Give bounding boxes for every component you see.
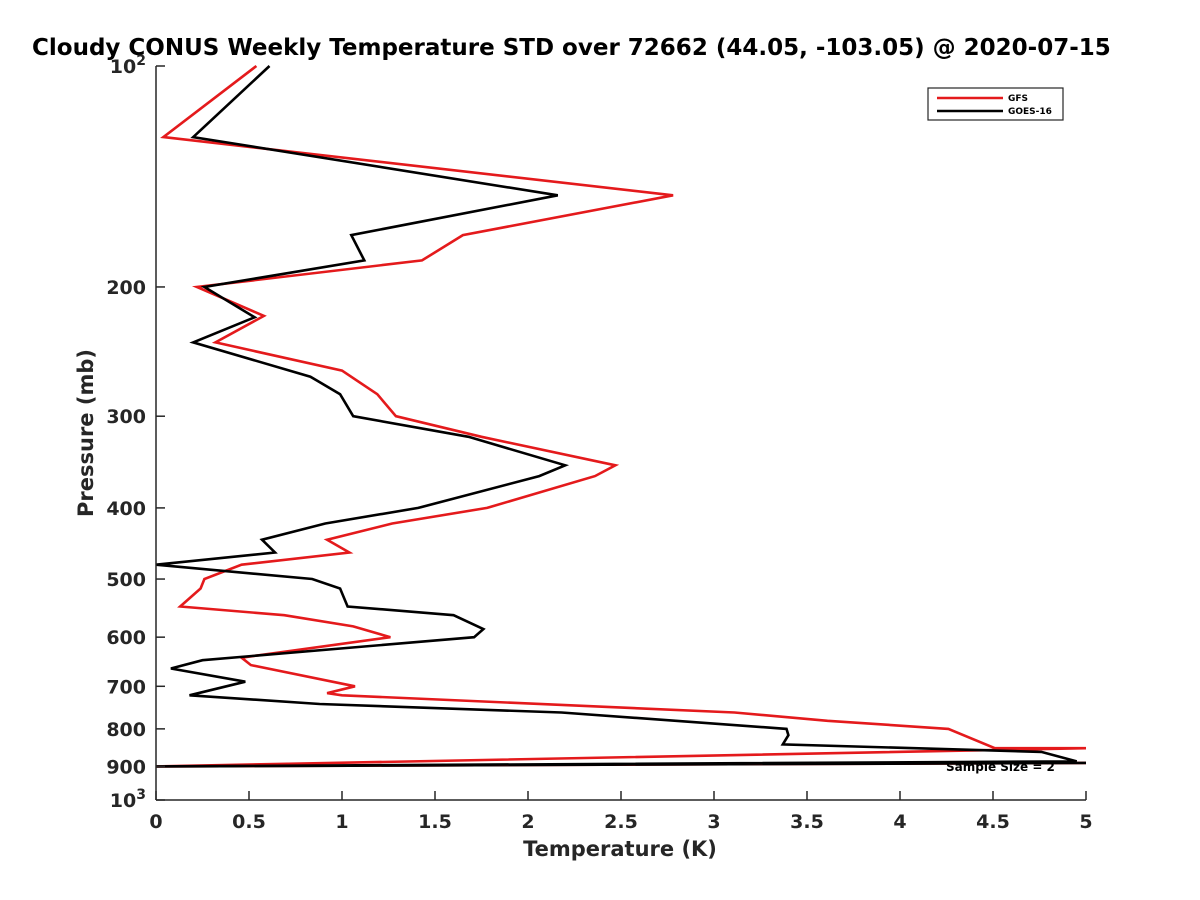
x-tick-label: 2.5 [604,811,638,833]
x-tick-label: 0.5 [232,811,266,833]
y-tick-label: 102 [110,53,146,78]
legend: GFS GOES-16 [927,87,1064,121]
chart-title: Cloudy CONUS Weekly Temperature STD over… [32,35,1111,61]
x-tick-label: 4.5 [976,811,1010,833]
x-tick-label: 1 [335,811,348,833]
x-tick-label: 0 [149,811,162,833]
y-tick-label: 500 [106,569,146,591]
y-tick-label: 700 [106,676,146,698]
series-line-gfs [155,64,1087,768]
x-tick-label: 3 [707,811,720,833]
axes: 0 0.5 1 1.5 2 2.5 3 3.5 4 4.5 5 102 200 300 400 500 600 7… [106,53,1092,833]
x-tick-label: 1.5 [418,811,452,833]
y-tick-label: 900 [106,756,146,778]
series-lines [155,64,1087,768]
y-tick-label: 600 [106,627,146,649]
x-tick-label: 5 [1079,811,1092,833]
legend-entry: GOES-16 [1008,107,1052,117]
y-tick-label: 800 [106,719,146,741]
series-line-goes-16 [155,65,1087,768]
y-tick-label: 400 [106,498,146,520]
legend-entry: GFS [1008,94,1028,104]
x-tick-label: 2 [521,811,534,833]
x-tick-label: 4 [893,811,906,833]
y-tick-label: 200 [106,277,146,299]
legend-box [927,87,1064,121]
y-tick-label: 103 [110,787,146,812]
x-tick-label: 3.5 [790,811,824,833]
y-tick-label: 300 [106,406,146,428]
sample-size-annotation: Sample Size = 2 [946,760,1055,774]
x-axis-label: Temperature (K) [523,837,717,861]
y-axis-label: Pressure (mb) [74,349,98,517]
